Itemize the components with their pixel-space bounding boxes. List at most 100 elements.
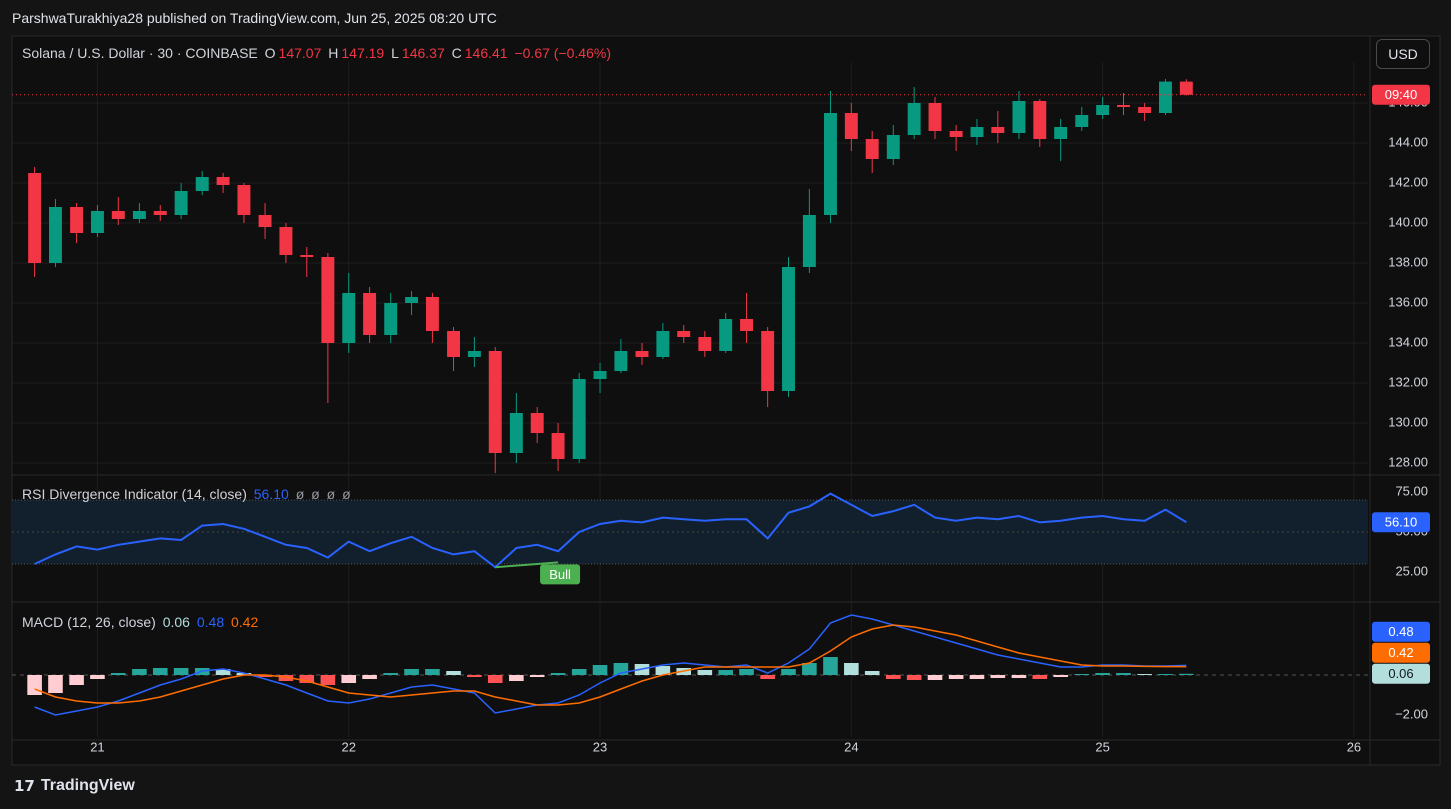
candle-body: [698, 337, 711, 351]
y-tick-label: 138.00: [1388, 254, 1428, 269]
rsi-extra: ø: [296, 486, 305, 502]
candle-body: [1054, 127, 1067, 139]
candle-body: [866, 139, 879, 159]
brand-name: TradingView: [41, 777, 135, 795]
macd-value: 0.48: [197, 614, 224, 630]
macd-histogram-bar: [69, 675, 84, 685]
macd-histogram-bar: [1179, 674, 1194, 675]
x-tick-label: 23: [593, 739, 607, 754]
y-tick-label: 132.00: [1388, 374, 1428, 389]
rsi-extra: ø: [311, 486, 320, 502]
y-tick-label: 136.00: [1388, 294, 1428, 309]
macd-histogram-bar: [1033, 675, 1048, 679]
macd-histogram-bar: [1095, 673, 1110, 675]
candle-body: [154, 211, 167, 215]
macd-histogram-bar: [383, 673, 398, 675]
candle-body: [1180, 82, 1193, 95]
symbol-title: Solana / U.S. Dollar · 30 · COINBASE: [22, 45, 258, 61]
rsi-extra: ø: [342, 486, 351, 502]
candle-body: [237, 185, 250, 215]
macd-histogram-bar: [928, 675, 943, 680]
candle-body: [1033, 101, 1046, 139]
last-price-badge-label: 09:40: [1385, 87, 1418, 102]
candle-body: [614, 351, 627, 371]
candle-body: [28, 173, 41, 263]
macd-histogram-bar: [132, 669, 147, 675]
y-tick-label: −2.00: [1395, 706, 1428, 721]
chart-frame: [12, 36, 1440, 765]
ohlc-value: 147.19: [341, 45, 384, 61]
candle-body: [1096, 105, 1109, 115]
macd-histogram-bar: [1158, 674, 1173, 675]
candle-body: [1138, 107, 1151, 113]
macd-histogram-bar: [153, 668, 168, 675]
macd-histogram-bar: [48, 675, 63, 693]
macd-badge-label: 0.48: [1388, 624, 1413, 639]
candle-body: [489, 351, 502, 453]
ohlc-label: O: [265, 45, 276, 61]
candle-body: [950, 131, 963, 137]
macd-histogram-bar: [1074, 674, 1089, 675]
candle-body: [971, 127, 984, 137]
candle-body: [782, 267, 795, 391]
macd-histogram-bar: [802, 663, 817, 675]
currency-button[interactable]: USD: [1376, 39, 1430, 69]
candle-body: [594, 371, 607, 379]
macd-title: MACD (12, 26, close): [22, 614, 156, 630]
macd-hist-value: 0.06: [163, 614, 190, 630]
candle-body: [1012, 101, 1025, 133]
candle-body: [91, 211, 104, 233]
rsi-legend: RSI Divergence Indicator (14, close) 56.…: [22, 486, 354, 502]
candle-body: [259, 215, 272, 227]
rsi-value: 56.10: [254, 486, 289, 502]
macd-histogram-bar: [404, 669, 419, 675]
macd-histogram-bar: [823, 657, 838, 675]
macd-histogram-bar: [991, 675, 1006, 678]
candle-body: [719, 319, 732, 351]
candle-body: [363, 293, 376, 335]
macd-histogram-bar: [174, 668, 189, 675]
x-tick-label: 21: [90, 739, 104, 754]
ohlc-label: C: [452, 45, 462, 61]
candle-body: [552, 433, 565, 459]
candle-body: [321, 257, 334, 343]
candle-body: [70, 207, 83, 233]
macd-histogram-bar: [488, 675, 503, 683]
y-tick-label: 75.00: [1395, 483, 1428, 498]
macd-histogram-bar: [970, 675, 985, 679]
macd-histogram-bar: [446, 671, 461, 675]
candle-body: [1117, 105, 1130, 107]
y-tick-label: 134.00: [1388, 334, 1428, 349]
candle-body: [929, 103, 942, 131]
macd-histogram-bar: [90, 675, 105, 679]
rsi-extra: ø: [327, 486, 336, 502]
macd-histogram-bar: [341, 675, 356, 683]
candle-body: [426, 297, 439, 331]
y-tick-label: 25.00: [1395, 563, 1428, 578]
candle-body: [991, 127, 1004, 133]
macd-histogram-bar: [593, 665, 608, 675]
macd-histogram-bar: [698, 670, 713, 675]
candle-body: [761, 331, 774, 391]
candle-body: [468, 351, 481, 357]
candle-body: [342, 293, 355, 343]
macd-badge-label: 0.42: [1388, 645, 1413, 660]
y-tick-label: 144.00: [1388, 134, 1428, 149]
macd-legend: MACD (12, 26, close) 0.06 0.48 0.42: [22, 614, 261, 630]
candle-body: [803, 215, 816, 267]
macd-histogram-bar: [1053, 675, 1068, 677]
candle-body: [300, 255, 313, 257]
price-legend: Solana / U.S. Dollar · 30 · COINBASE O 14…: [22, 45, 614, 61]
candle-body: [740, 319, 753, 331]
candle-body: [1075, 115, 1088, 127]
x-tick-label: 24: [844, 739, 858, 754]
candle-body: [384, 303, 397, 335]
ohlc-label: H: [328, 45, 338, 61]
macd-histogram-bar: [111, 673, 126, 675]
rsi-title: RSI Divergence Indicator (14, close): [22, 486, 247, 502]
macd-histogram-bar: [760, 675, 775, 679]
macd-histogram-bar: [467, 675, 482, 677]
price-change: −0.67 (−0.46%): [514, 45, 611, 61]
